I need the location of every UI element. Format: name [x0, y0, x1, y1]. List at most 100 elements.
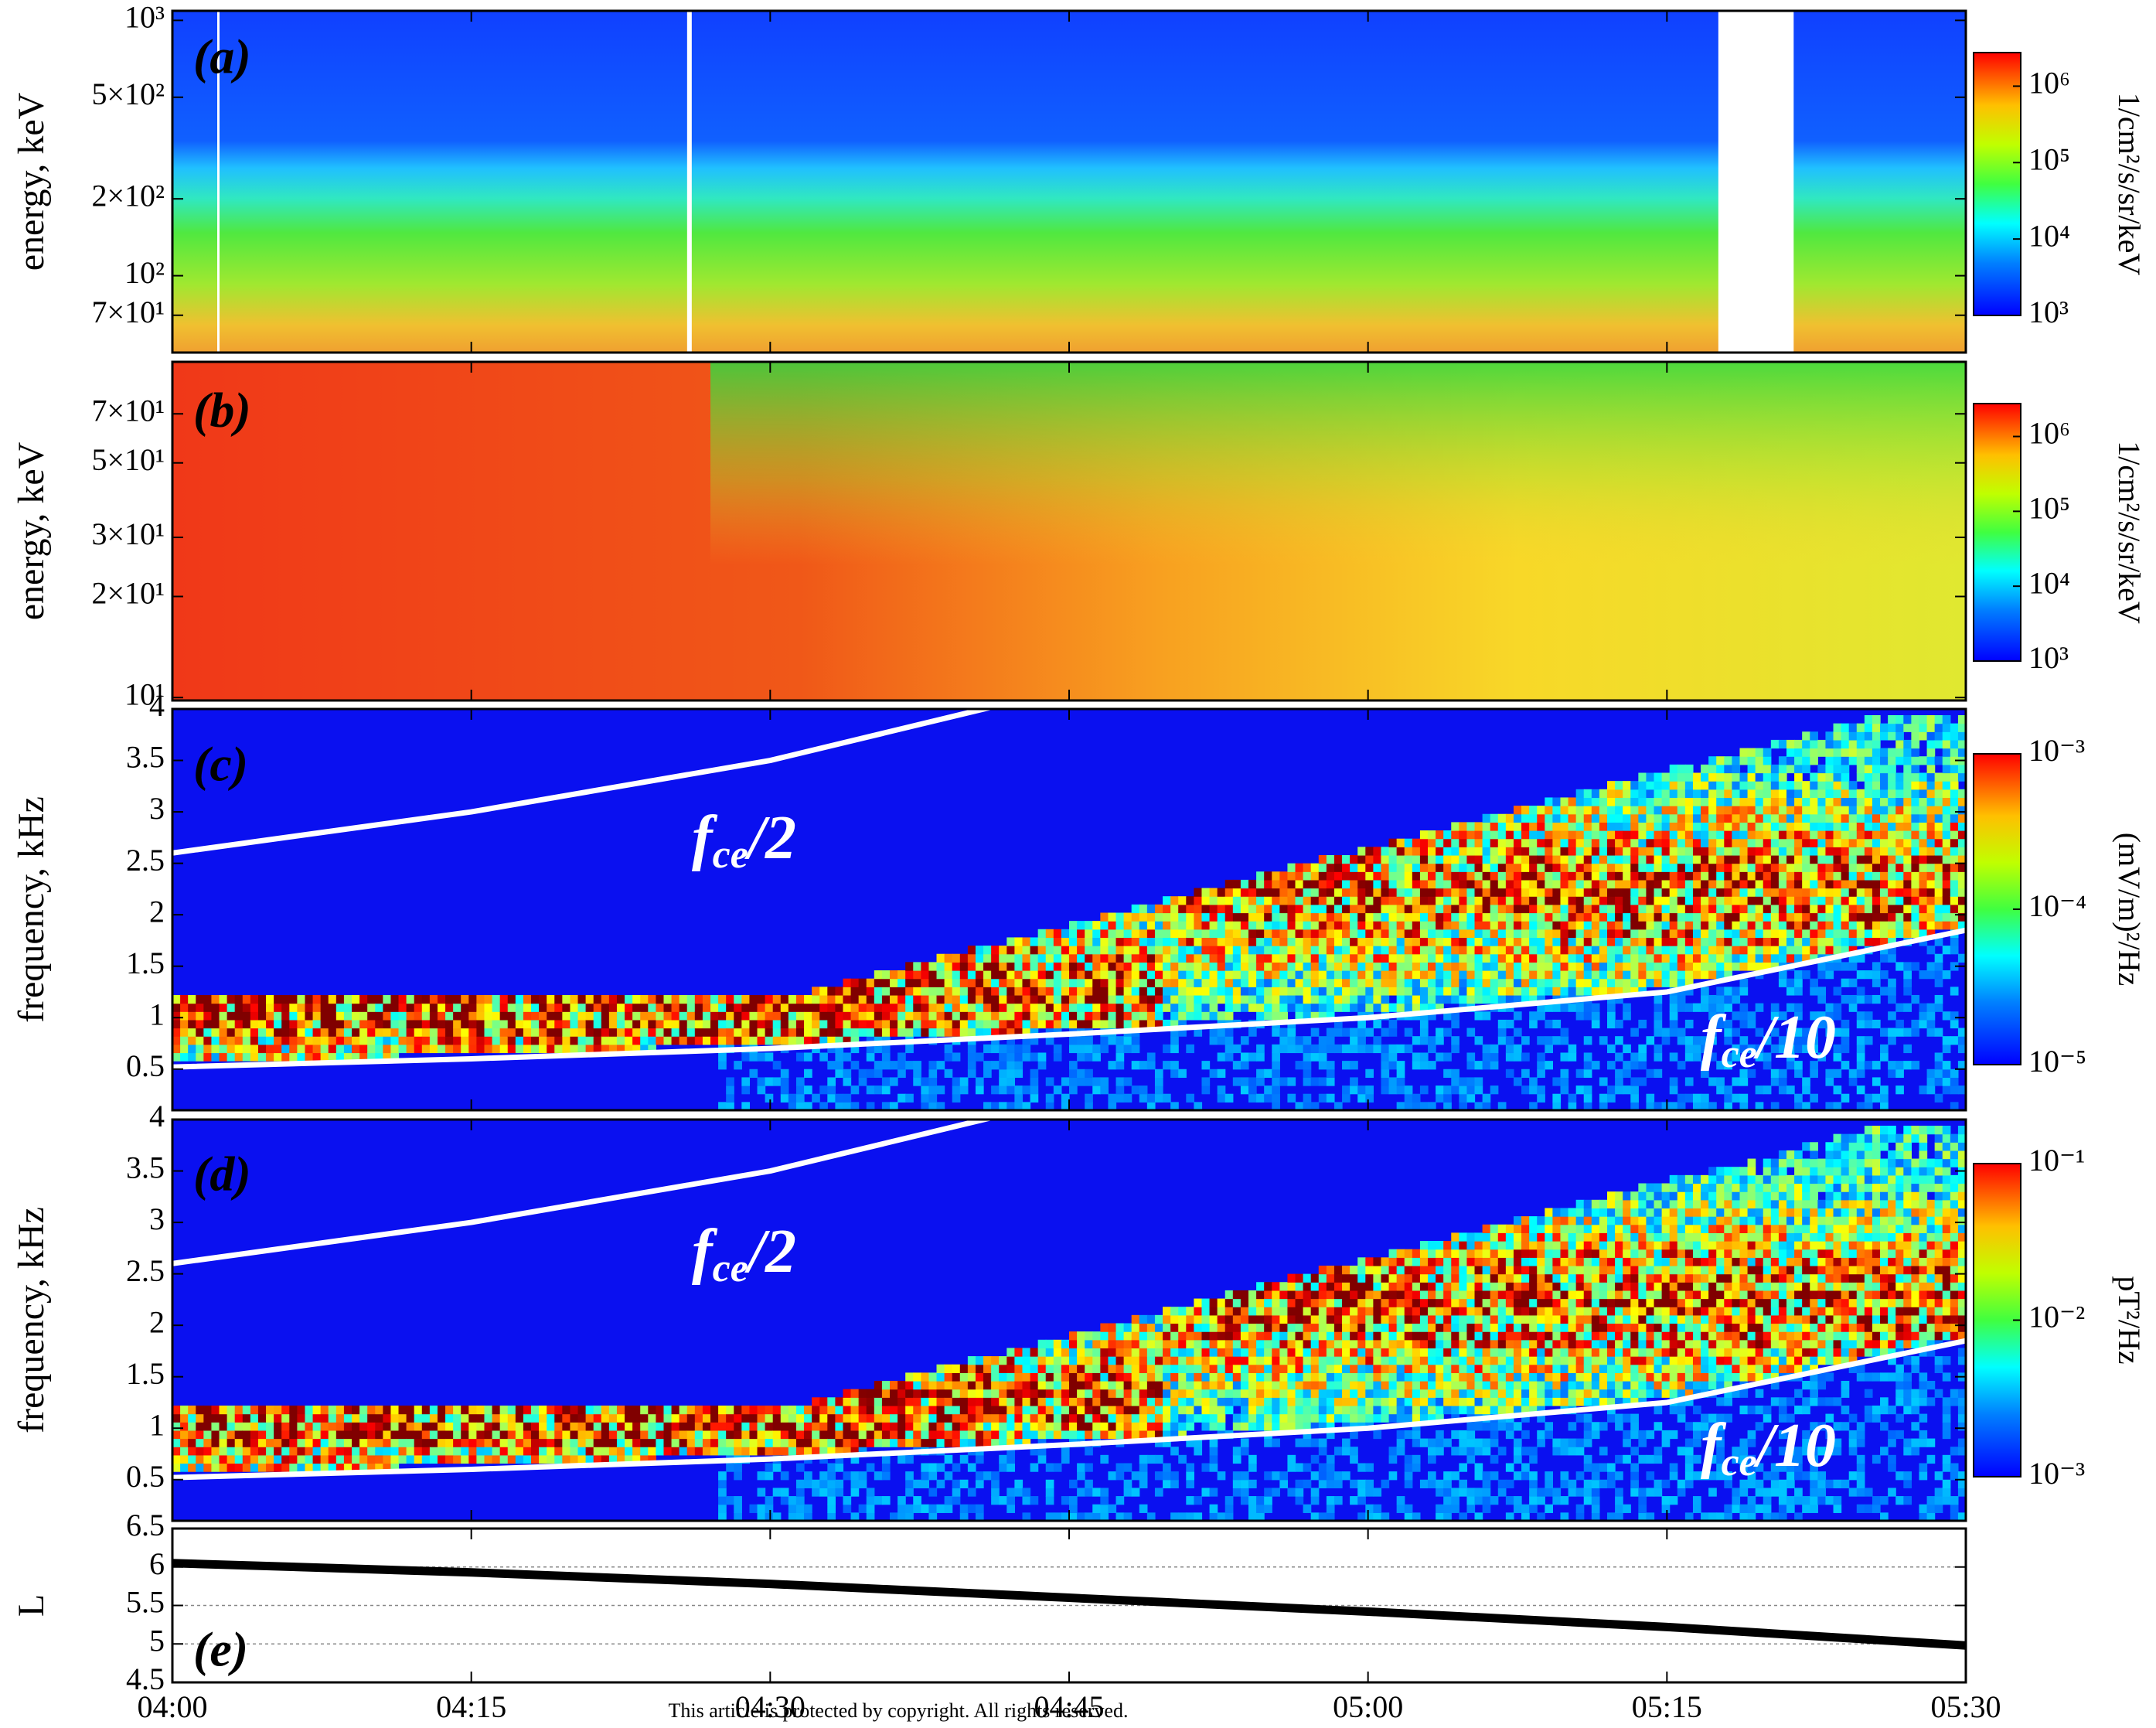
spectrum-cell [1357, 1036, 1366, 1045]
spectrum-cell [663, 1011, 673, 1021]
spectrum-cell [608, 1454, 618, 1464]
spectrum-cell [1786, 739, 1795, 749]
spectrum-cell [406, 1011, 415, 1021]
spectrum-cell [1303, 1011, 1312, 1021]
spectrum-cell [734, 1061, 742, 1070]
spectrum-cell [1342, 978, 1350, 987]
spectrum-cell [1310, 946, 1320, 955]
spectrum-cell [1459, 1093, 1468, 1103]
spectrum-cell [1661, 1028, 1671, 1037]
spectrum-cell [1537, 1061, 1545, 1070]
spectrum-cell [1568, 854, 1577, 864]
spectrum-cell [1684, 1019, 1694, 1029]
spectrum-cell [1201, 904, 1211, 914]
spectrum-cell [1318, 1052, 1327, 1062]
spectrum-cell [1115, 962, 1125, 971]
spectrum-cell [242, 1019, 251, 1029]
spectrum-cell [1412, 1102, 1421, 1110]
spectrum-cell [585, 1044, 594, 1054]
spectrum-cell [1692, 838, 1701, 847]
y-tick-label: 3 [149, 791, 165, 826]
spectrum-cell [414, 1454, 423, 1464]
spectrum-cell [1436, 929, 1444, 939]
spectrum-cell [1732, 921, 1741, 930]
spectrum-cell [1490, 1061, 1499, 1070]
spectrum-cell [343, 1003, 353, 1012]
spectrum-cell [741, 1102, 751, 1110]
spectrum-cell [1240, 946, 1249, 955]
spectrum-cell [1888, 871, 1896, 881]
spectrum-cell [1115, 1077, 1125, 1086]
spectrum-cell [1739, 1102, 1749, 1110]
spectrum-cell [1357, 1086, 1366, 1095]
spectrum-cell [375, 1463, 383, 1472]
spectrum-cell [1732, 764, 1741, 774]
spectrum-cell [1934, 756, 1943, 765]
spectrum-cell [1077, 1036, 1085, 1045]
spectrum-cell [1732, 1044, 1741, 1054]
spectrum-cell [203, 1422, 213, 1431]
spectrum-cell [1560, 962, 1569, 971]
spectrum-cell [1131, 970, 1140, 980]
spectrum-cell [1490, 863, 1499, 872]
spectrum-cell [1755, 854, 1764, 864]
spectrum-cell [1217, 962, 1226, 971]
spectrum-cell [1529, 879, 1538, 889]
spectrum-cell [1872, 1093, 1881, 1103]
spectrum-cell [1575, 946, 1585, 955]
spectrum-cell [1630, 1102, 1639, 1110]
spectrum-cell [1950, 912, 1959, 922]
spectrum-cell [1583, 797, 1592, 806]
spectrum-cell [874, 987, 883, 996]
spectrum-cell [398, 1036, 407, 1045]
spectrum-cell [1131, 1036, 1140, 1045]
spectrum-cell [952, 1052, 961, 1062]
spectrum-cell [1061, 994, 1070, 1004]
spectrum-cell [765, 1077, 774, 1086]
spectrum-cell [1505, 978, 1514, 987]
spectrum-cell [196, 1044, 204, 1054]
spectrum-cell [788, 1011, 797, 1021]
spectrum-cell [1537, 806, 1545, 815]
spectrum-cell [1436, 863, 1444, 872]
spectrum-cell [1428, 1003, 1436, 1012]
spectrum-cell [1085, 937, 1093, 946]
spectrum-cell [577, 1413, 587, 1423]
spectrum-cell [1684, 772, 1694, 782]
spectrum-cell [1482, 879, 1491, 889]
spectrum-cell [1404, 1044, 1413, 1054]
spectrum-cell [437, 1405, 446, 1415]
spectrum-cell [461, 1447, 469, 1456]
spectrum-cell [593, 1019, 602, 1029]
spectrum-cell [936, 1086, 945, 1095]
spectrum-cell [1428, 847, 1436, 856]
spectrum-cell [1817, 822, 1827, 831]
spectrum-cell [1957, 797, 1966, 806]
spectrum-cell [975, 1052, 984, 1062]
spectrum-cell [1583, 854, 1592, 864]
spectrum-cell [1209, 1011, 1218, 1021]
spectrum-cell [1350, 937, 1358, 946]
spectrum-cell [1692, 806, 1701, 815]
spectrum-cell [1732, 1028, 1741, 1037]
spectrum-cell [1466, 921, 1476, 930]
spectrum-cell [211, 1413, 220, 1423]
spectrum-cell [335, 1430, 345, 1440]
spectrum-cell [266, 994, 274, 1004]
spectrum-cell [1778, 1044, 1787, 1054]
spectrum-cell [1802, 879, 1810, 889]
spectrum-cell [554, 1454, 563, 1464]
spectrum-cell [983, 978, 992, 987]
spectrum-cell [226, 1011, 236, 1021]
spectrum-cell [188, 1044, 196, 1054]
spectrum-cell [1591, 806, 1600, 815]
spectrum-cell [1295, 970, 1304, 980]
spectrum-cell [1692, 854, 1701, 864]
spectrum-cell [1482, 1044, 1491, 1054]
spectrum-cell [991, 1019, 1000, 1029]
spectrum-cell [1201, 970, 1211, 980]
spectrum-cell [1209, 912, 1218, 922]
spectrum-cell [1560, 838, 1569, 847]
spectrum-cell [1178, 946, 1187, 955]
spectrum-cell [804, 1036, 812, 1045]
